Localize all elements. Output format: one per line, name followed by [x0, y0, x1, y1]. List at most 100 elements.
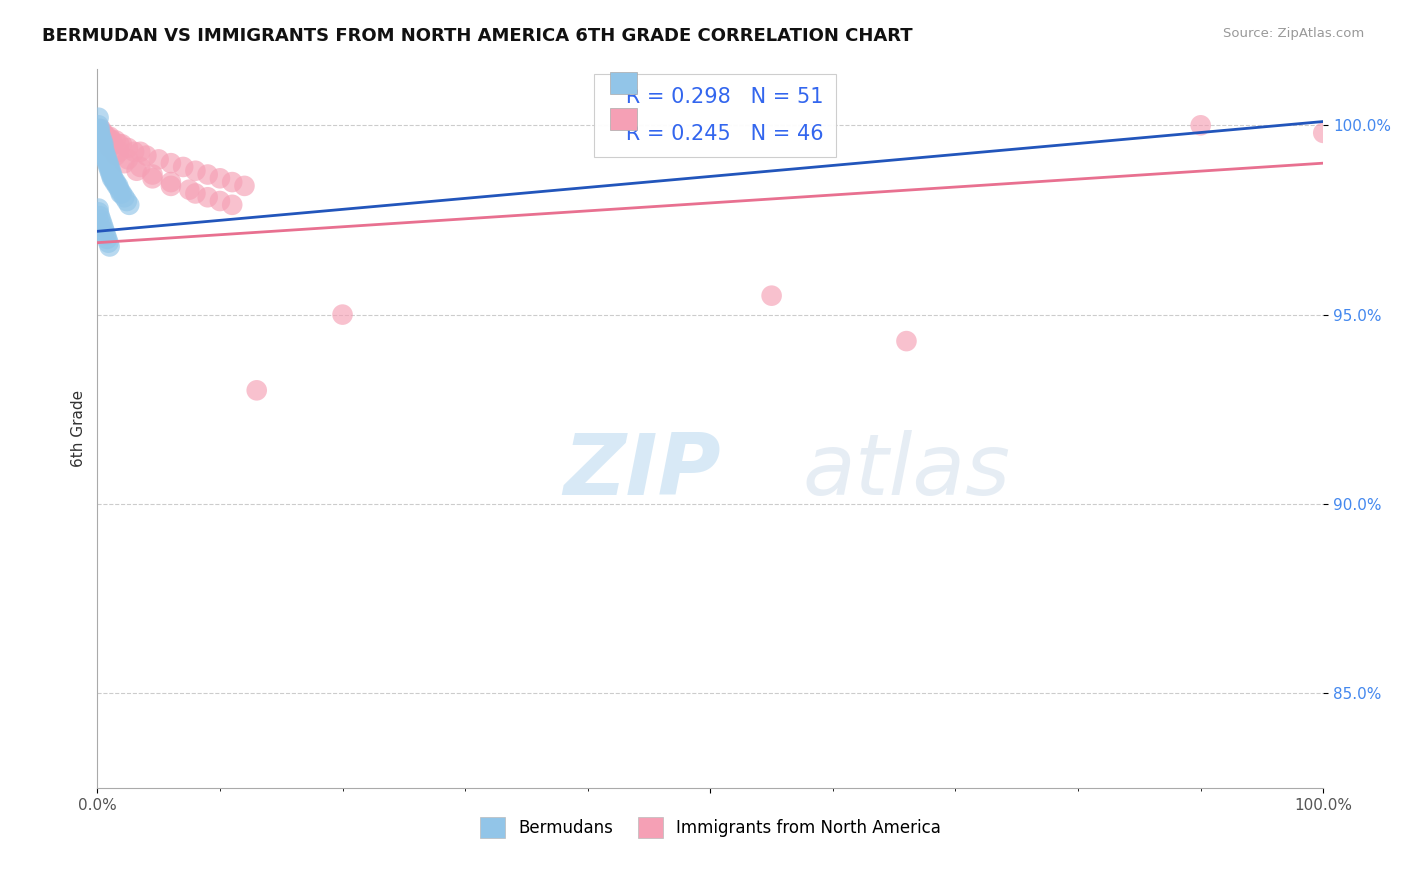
Point — [122, 145, 145, 159]
Point — [96, 232, 118, 246]
Point — [896, 334, 918, 348]
Point — [93, 145, 115, 159]
Y-axis label: 6th Grade: 6th Grade — [72, 390, 86, 467]
Point — [148, 153, 170, 167]
Point — [91, 133, 114, 147]
Point — [87, 202, 110, 216]
Point — [100, 168, 122, 182]
Point — [90, 122, 112, 136]
Point — [94, 153, 117, 167]
Point — [1189, 118, 1212, 132]
Point — [98, 160, 121, 174]
Point — [160, 156, 183, 170]
Point — [93, 141, 115, 155]
Point — [101, 133, 124, 147]
Point — [104, 148, 127, 162]
Point — [94, 148, 117, 162]
Point — [1312, 126, 1334, 140]
Point — [112, 156, 135, 170]
Legend: Bermudans, Immigrants from North America: Bermudans, Immigrants from North America — [472, 811, 948, 844]
Text: atlas: atlas — [803, 430, 1011, 513]
Point — [87, 205, 110, 219]
Point — [761, 288, 783, 302]
Point — [93, 220, 115, 235]
Point — [96, 153, 118, 167]
Point — [108, 183, 131, 197]
Point — [172, 160, 194, 174]
Point — [89, 129, 111, 144]
Point — [93, 126, 115, 140]
Point — [107, 178, 129, 193]
Point — [221, 175, 243, 189]
Point — [332, 308, 354, 322]
Point — [101, 137, 124, 152]
Point — [246, 384, 269, 398]
Point — [91, 217, 114, 231]
Point — [117, 153, 139, 167]
Point — [87, 122, 110, 136]
Point — [90, 213, 112, 227]
Point — [115, 194, 138, 208]
Point — [89, 126, 111, 140]
Point — [184, 186, 207, 201]
Point — [103, 175, 125, 189]
Text: BERMUDAN VS IMMIGRANTS FROM NORTH AMERICA 6TH GRADE CORRELATION CHART: BERMUDAN VS IMMIGRANTS FROM NORTH AMERIC… — [42, 27, 912, 45]
Point — [179, 183, 201, 197]
Point — [101, 168, 124, 182]
FancyBboxPatch shape — [610, 72, 637, 94]
Point — [96, 156, 118, 170]
Point — [100, 163, 122, 178]
Point — [97, 235, 120, 250]
Point — [103, 171, 125, 186]
Point — [94, 129, 117, 144]
Point — [233, 178, 256, 193]
Point — [96, 129, 118, 144]
Point — [112, 190, 135, 204]
Point — [197, 168, 219, 182]
Point — [93, 224, 115, 238]
Point — [93, 137, 115, 152]
Text: R = 0.298   N = 51
   R = 0.245   N = 46: R = 0.298 N = 51 R = 0.245 N = 46 — [606, 87, 824, 145]
Point — [129, 160, 152, 174]
Point — [208, 171, 231, 186]
Point — [90, 129, 112, 144]
Point — [98, 129, 121, 144]
Point — [93, 145, 115, 159]
Point — [98, 163, 121, 178]
Point — [89, 122, 111, 136]
Point — [160, 175, 183, 189]
Point — [93, 133, 115, 147]
Point — [105, 178, 128, 193]
Point — [90, 133, 112, 147]
Point — [160, 178, 183, 193]
Point — [101, 171, 124, 186]
Point — [135, 148, 157, 162]
Point — [87, 118, 110, 132]
Point — [90, 137, 112, 152]
Text: ZIP: ZIP — [564, 430, 721, 513]
Point — [94, 228, 117, 243]
Point — [93, 148, 115, 162]
Point — [184, 163, 207, 178]
Point — [141, 168, 163, 182]
Point — [104, 175, 127, 189]
Point — [108, 137, 131, 152]
Point — [110, 186, 132, 201]
Point — [108, 145, 131, 159]
Point — [111, 137, 134, 152]
Point — [125, 163, 148, 178]
Point — [91, 141, 114, 155]
Point — [89, 209, 111, 223]
Point — [141, 171, 163, 186]
Text: Source: ZipAtlas.com: Source: ZipAtlas.com — [1223, 27, 1364, 40]
Point — [91, 137, 114, 152]
Point — [129, 145, 152, 159]
Point — [97, 156, 120, 170]
Point — [98, 239, 121, 253]
Point — [221, 198, 243, 212]
Point — [90, 126, 112, 140]
Point — [87, 111, 110, 125]
Point — [117, 141, 139, 155]
Point — [197, 190, 219, 204]
FancyBboxPatch shape — [610, 108, 637, 129]
